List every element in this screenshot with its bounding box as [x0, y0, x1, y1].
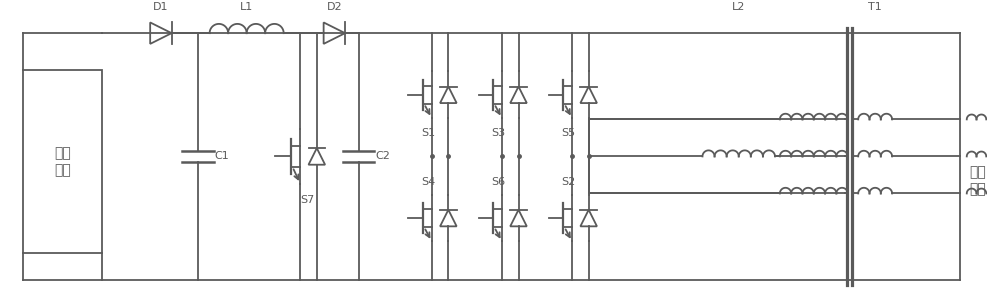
- Text: S3: S3: [491, 128, 505, 138]
- Text: S1: S1: [421, 128, 435, 138]
- Text: S4: S4: [421, 177, 435, 187]
- Text: L1: L1: [240, 2, 253, 12]
- Text: S2: S2: [561, 177, 575, 187]
- Text: D1: D1: [153, 2, 169, 12]
- FancyBboxPatch shape: [23, 70, 102, 253]
- Text: C2: C2: [375, 151, 390, 161]
- Text: L2: L2: [732, 2, 745, 12]
- Text: S5: S5: [561, 128, 575, 138]
- Text: T1: T1: [868, 2, 882, 12]
- Text: S6: S6: [491, 177, 505, 187]
- Text: 公共
电网: 公共 电网: [969, 166, 986, 196]
- Text: D2: D2: [327, 2, 342, 12]
- Text: S7: S7: [300, 195, 314, 205]
- Text: C1: C1: [214, 151, 229, 161]
- Text: 光伏
阵列: 光伏 阵列: [54, 147, 71, 177]
